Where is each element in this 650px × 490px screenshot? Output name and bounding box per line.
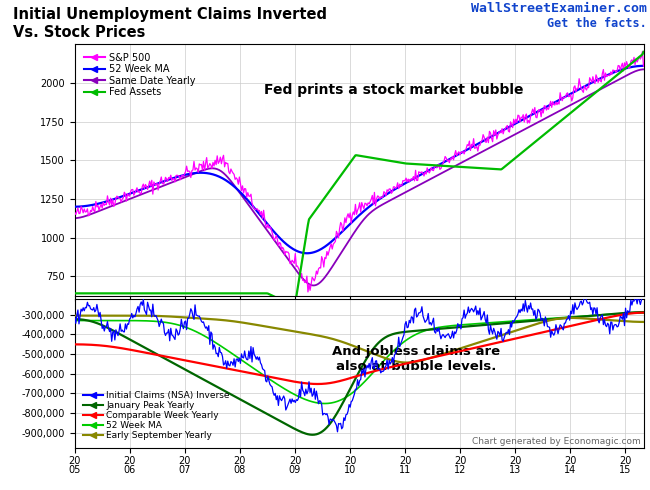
Text: WallStreetExaminer.com: WallStreetExaminer.com [471,2,647,16]
Text: And jobless claims are
also at bubble levels.: And jobless claims are also at bubble le… [332,344,500,373]
Text: Get the facts.: Get the facts. [547,17,647,30]
Text: Initial Unemployment Claims Inverted
Vs. Stock Prices: Initial Unemployment Claims Inverted Vs.… [13,7,327,40]
Legend: S&P 500, 52 Week MA, Same Date Yearly, Fed Assets: S&P 500, 52 Week MA, Same Date Yearly, F… [79,49,199,101]
Text: Chart generated by Economagic.com: Chart generated by Economagic.com [471,437,640,446]
Legend: Initial Claims (NSA) Inverse, January Peak Yearly, Comparable Week Yearly, 52 We: Initial Claims (NSA) Inverse, January Pe… [79,387,233,444]
Text: Fed prints a stock market bubble: Fed prints a stock market bubble [263,82,523,97]
